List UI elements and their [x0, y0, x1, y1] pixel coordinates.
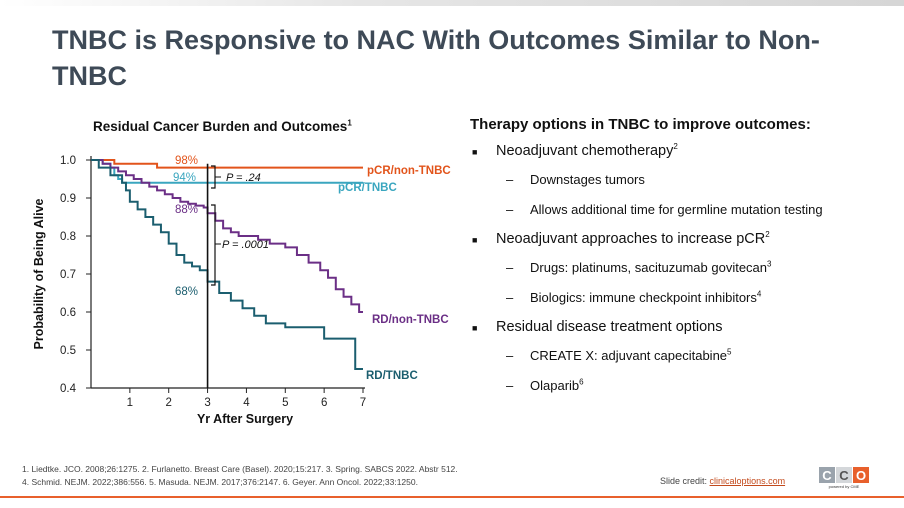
logo-letter-c2: C	[836, 467, 852, 483]
y-axis-title: Probability of Being Alive	[32, 198, 46, 349]
sub-create-x: – CREATE X: adjuvant capecitabine5	[470, 347, 890, 364]
percent-annotation: 68%	[175, 286, 198, 298]
sub-text: Drugs: platinums, sacituzumab govitecan	[530, 260, 768, 275]
sub-text: Biologics: immune checkpoint inhibitors	[530, 290, 757, 305]
sub-drugs: – Drugs: platinums, sacituzumab govitecan…	[470, 259, 890, 276]
bottom-accent-line	[0, 496, 904, 498]
dash-marker: –	[506, 290, 514, 305]
percent-annotation: 98%	[175, 155, 198, 167]
logo-letter-c1: C	[819, 467, 835, 483]
y-tick-label: 0.9	[60, 193, 76, 205]
cco-logo: C C O powered by CME	[819, 467, 869, 489]
slide-title: TNBC is Responsive to NAC With Outcomes …	[52, 25, 820, 91]
percent-annotation: 88%	[175, 204, 198, 216]
bullet-neoadjuvant-chemo: Neoadjuvant chemotherapy2	[470, 142, 890, 162]
x-tick-label: 7	[360, 397, 366, 409]
sub-ref: 3	[767, 259, 772, 269]
chart-series	[91, 159, 363, 388]
series-label: pCR/non-TNBC	[367, 165, 451, 177]
top-gradient-bar	[0, 0, 904, 6]
sub-biologics: – Biologics: immune checkpoint inhibitors…	[470, 289, 890, 306]
percent-annotation: 94%	[173, 172, 196, 184]
bullet-text: Neoadjuvant approaches to increase pCR	[496, 231, 766, 247]
x-tick-label: 2	[166, 397, 172, 409]
logo-letters: C C O	[819, 467, 869, 483]
x-tick-label: 1	[127, 397, 133, 409]
dash-marker: –	[506, 172, 514, 187]
bullet-increase-pcr: Neoadjuvant approaches to increase pCR2	[470, 230, 890, 250]
bullet-residual-disease: Residual disease treatment options	[470, 319, 890, 338]
series-label: pCR/TNBC	[338, 182, 397, 194]
sub-text: CREATE X: adjuvant capecitabine	[530, 348, 728, 363]
logo-subtitle: powered by CME	[828, 484, 860, 489]
dash-marker: –	[506, 348, 514, 363]
references-line-2: 4. Schmid. NEJM. 2022;386:556. 5. Masuda…	[22, 477, 418, 487]
dash-marker: –	[506, 378, 514, 393]
series-label: RD/TNBC	[366, 370, 418, 382]
x-tick-label: 5	[282, 397, 288, 409]
y-tick-label: 0.8	[60, 231, 76, 243]
credit-label: Slide credit:	[660, 476, 708, 486]
y-tick-label: 0.5	[60, 345, 76, 357]
sub-ref: 5	[727, 347, 732, 357]
therapy-options-heading: Therapy options in TNBC to improve outco…	[470, 116, 811, 133]
therapy-options-panel: Therapy options in TNBC to improve outco…	[470, 116, 890, 407]
sub-ref: 6	[579, 377, 584, 387]
series-label: RD/non-TNBC	[372, 314, 449, 326]
sub-text: Allows additional time for germline muta…	[530, 202, 823, 217]
bullet-text: Neoadjuvant chemotherapy	[496, 143, 674, 159]
y-tick-label: 0.6	[60, 307, 76, 319]
p-value-rd: P = .0001	[222, 239, 269, 251]
sub-downstages: – Downstages tumors	[470, 171, 890, 188]
x-tick-label: 3	[204, 397, 210, 409]
p-bracket-rd	[211, 204, 216, 286]
series-line-rd-tnbc	[91, 159, 363, 370]
sub-ref: 4	[756, 289, 762, 299]
sub-germline: – Allows additional time for germline mut…	[470, 201, 890, 218]
slide-credit: Slide credit: clinicaloptions.com	[660, 476, 785, 486]
x-tick-label: 6	[321, 397, 327, 409]
chart-title: Residual Cancer Burden and Outcomes1	[93, 119, 352, 134]
chart-axes: 0.4 0.5 0.6 0.7 0.8 0.9 1.0 1 2 3 4 5 6 7 Yr After Sur…	[32, 155, 366, 426]
x-tick-label: 4	[243, 397, 250, 409]
p-bracket-pcr	[211, 165, 216, 189]
references: 1. Liedtke. JCO. 2008;26:1275. 2. Furlan…	[22, 463, 458, 489]
chart-title-text: Residual Cancer Burden and Outcomes	[93, 119, 348, 134]
chart-labels: pCR/non-TNBC pCR/TNBC RD/non-TNBC RD/TNBC 98…	[173, 155, 451, 382]
sub-text: Downstages tumors	[530, 172, 645, 187]
bullet-ref: 2	[673, 142, 678, 152]
y-tick-label: 0.4	[60, 383, 77, 395]
dash-marker: –	[506, 260, 514, 275]
sub-text: Olaparib	[530, 378, 580, 393]
p-value-pcr: P = .24	[226, 172, 261, 184]
dash-marker: –	[506, 202, 514, 217]
chart-title-ref: 1	[347, 118, 352, 128]
credit-link[interactable]: clinicaloptions.com	[709, 476, 786, 486]
bullet-text: Residual disease treatment options	[496, 319, 723, 335]
sub-olaparib: – Olaparib6	[470, 377, 890, 394]
series-line-pcr-non-tnbc	[91, 159, 363, 169]
references-line-1: 1. Liedtke. JCO. 2008;26:1275. 2. Furlan…	[22, 464, 458, 474]
x-axis-title: Yr After Surgery	[197, 412, 293, 426]
logo-letter-o: O	[853, 467, 869, 483]
y-tick-label: 0.7	[60, 269, 76, 281]
y-tick-label: 1.0	[60, 155, 76, 167]
bullet-ref: 2	[765, 230, 770, 240]
